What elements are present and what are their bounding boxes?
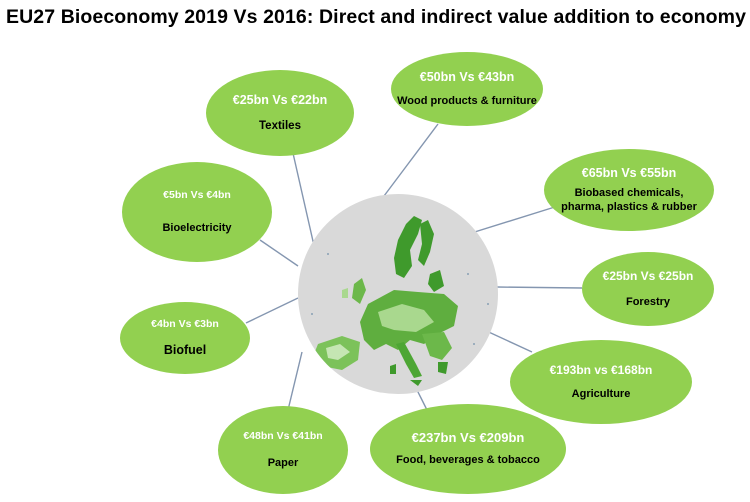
line-forestry <box>496 286 583 289</box>
value-food: €237bn Vs €209bn <box>411 430 525 446</box>
bubble-paper: €48bn Vs €41bn Paper <box>218 406 348 494</box>
bubble-biobased: €65bn Vs €55bn Biobased chemicals, pharm… <box>544 149 714 231</box>
bubble-forestry: €25bn Vs €25bn Forestry <box>582 252 714 326</box>
bubble-biofuel: €4bn Vs €3bn Biofuel <box>120 302 250 374</box>
page-title: EU27 Bioeconomy 2019 Vs 2016: Direct and… <box>6 6 747 28</box>
europe-map-icon <box>311 216 489 386</box>
value-agriculture: €193bn vs €168bn <box>549 362 653 377</box>
label-forestry: Forestry <box>625 295 671 308</box>
value-forestry: €25bn Vs €25bn <box>602 268 694 283</box>
line-biobased <box>464 205 559 236</box>
line-bioelectricity <box>259 239 299 267</box>
value-textiles: €25bn Vs €22bn <box>232 92 328 107</box>
label-paper: Paper <box>267 456 299 469</box>
bubble-agriculture: €193bn vs €168bn Agriculture <box>510 340 692 424</box>
label-food: Food, beverages & tobacco <box>396 454 540 467</box>
bubble-textiles: €25bn Vs €22bn Textiles <box>206 70 354 156</box>
value-paper: €48bn Vs €41bn <box>243 429 323 442</box>
line-paper <box>287 351 303 411</box>
label-biofuel: Biofuel <box>163 342 207 357</box>
label-biobased: Biobased chemicals, pharma, plastics & r… <box>561 186 697 213</box>
europe-map-hub <box>298 194 498 394</box>
value-biobased: €65bn Vs €55bn <box>581 165 677 180</box>
label-bioelectricity: Bioelectricity <box>162 221 232 234</box>
label-wood: Wood products & furniture <box>397 94 537 107</box>
line-textiles <box>289 139 316 251</box>
value-wood: €50bn Vs €43bn <box>419 69 515 84</box>
label-agriculture: Agriculture <box>571 387 631 400</box>
bubble-bioelectricity: €5bn Vs €4bn Bioelectricity <box>122 162 272 262</box>
bubble-food: €237bn Vs €209bn Food, beverages & tobac… <box>370 404 566 494</box>
line-biofuel <box>245 297 299 324</box>
value-bioelectricity: €5bn Vs €4bn <box>163 188 231 201</box>
label-textiles: Textiles <box>259 119 301 132</box>
bubble-wood: €50bn Vs €43bn Wood products & furniture <box>391 52 543 126</box>
value-biofuel: €4bn Vs €3bn <box>151 317 219 330</box>
